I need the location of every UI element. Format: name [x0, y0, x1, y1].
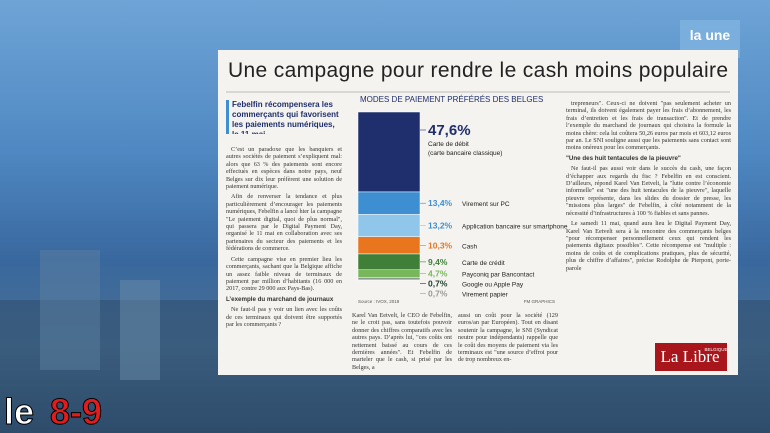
value-label: 0,7%: [428, 279, 448, 289]
bar-segment: [357, 236, 421, 255]
chart-credit: FM GRAPHICS: [524, 299, 555, 304]
lead-marker: [226, 100, 229, 134]
category-label: Payconiq par Bancontact: [462, 272, 534, 279]
bar-segment: [357, 253, 421, 271]
bar-segment: [357, 191, 421, 215]
headline: Une campagne pour rendre le cash moins p…: [228, 59, 728, 82]
bar-segment: [357, 111, 421, 193]
value-label: 13,4%: [428, 198, 453, 208]
category-label: Virement papier: [462, 292, 509, 299]
paragraph: Afin de renverser la tendance et plus pa…: [226, 193, 342, 253]
value-label: 4,7%: [428, 269, 448, 279]
subheading: L’exemple du marchand de journaux: [226, 295, 334, 303]
newspaper-logo-box: [655, 343, 727, 371]
value-label: 9,4%: [428, 257, 448, 267]
value-label: 47,6%: [428, 122, 471, 139]
lead: Febelfin récompensera les commerçants qu…: [232, 100, 339, 134]
chart-source: Source : IVOX, 2019: [358, 299, 400, 304]
left-column: C’est un paradoxe que les banquiers et a…: [226, 146, 342, 370]
bar-segment: [357, 269, 421, 278]
chart-title: MODES DE PAIEMENT PRÉFÉRÉS DES BELGES: [360, 95, 543, 104]
category-label: Cash: [462, 243, 478, 250]
newspaper-page: [218, 50, 738, 375]
category-label: Google ou Apple Pay: [462, 282, 524, 289]
subheading: "Une des huit tentacules de la pieuvre": [566, 154, 681, 162]
bottom-column: aussi un coût pour la société (129 euros…: [458, 312, 558, 364]
building: [120, 280, 160, 380]
category-label: Carte de débit: [428, 141, 469, 148]
chart: 47,6% Carte de débit (carte bancaire class…: [357, 111, 568, 304]
category-label: Virement sur PC: [462, 201, 510, 208]
paragraph: Ne faut-il pas aussi voir dans le succès…: [566, 165, 731, 217]
value-label: 10,3%: [428, 240, 453, 250]
show-number: 8-9: [50, 391, 102, 432]
newspaper-tag: BELGIQUE: [704, 347, 727, 352]
right-column: trepreneurs". Ceux-ci ne doivent "pas se…: [566, 100, 731, 340]
bottom-column: Karel Van Eetvelt, le CEO de Febelfin, n…: [352, 312, 452, 371]
paragraph: trepreneurs". Ceux-ci ne doivent "pas se…: [566, 100, 731, 152]
category-label: Application bancaire sur smartphone: [462, 224, 568, 231]
category-label: Carte de crédit: [462, 260, 505, 267]
building: [40, 250, 100, 370]
paragraph: Ne faut-il pas y voir un lien avec les c…: [226, 306, 342, 328]
value-label: 13,2%: [428, 221, 453, 231]
bar-segment: [357, 278, 421, 281]
paragraph: C’est un paradoxe que les banquiers et a…: [226, 146, 342, 191]
newspaper-logo: La Libre: [661, 347, 720, 366]
value-label: 0,7%: [428, 289, 448, 299]
paragraph: Cette campagne vise en premier lieu les …: [226, 255, 342, 293]
paragraph: Le samedi 11 mai, quand aura lieu le Dig…: [566, 220, 731, 272]
bar-segment: [357, 214, 421, 237]
category-note: (carte bancaire classique): [428, 150, 502, 157]
channel-logo: la une: [690, 27, 731, 43]
show-prefix: le: [4, 391, 34, 432]
